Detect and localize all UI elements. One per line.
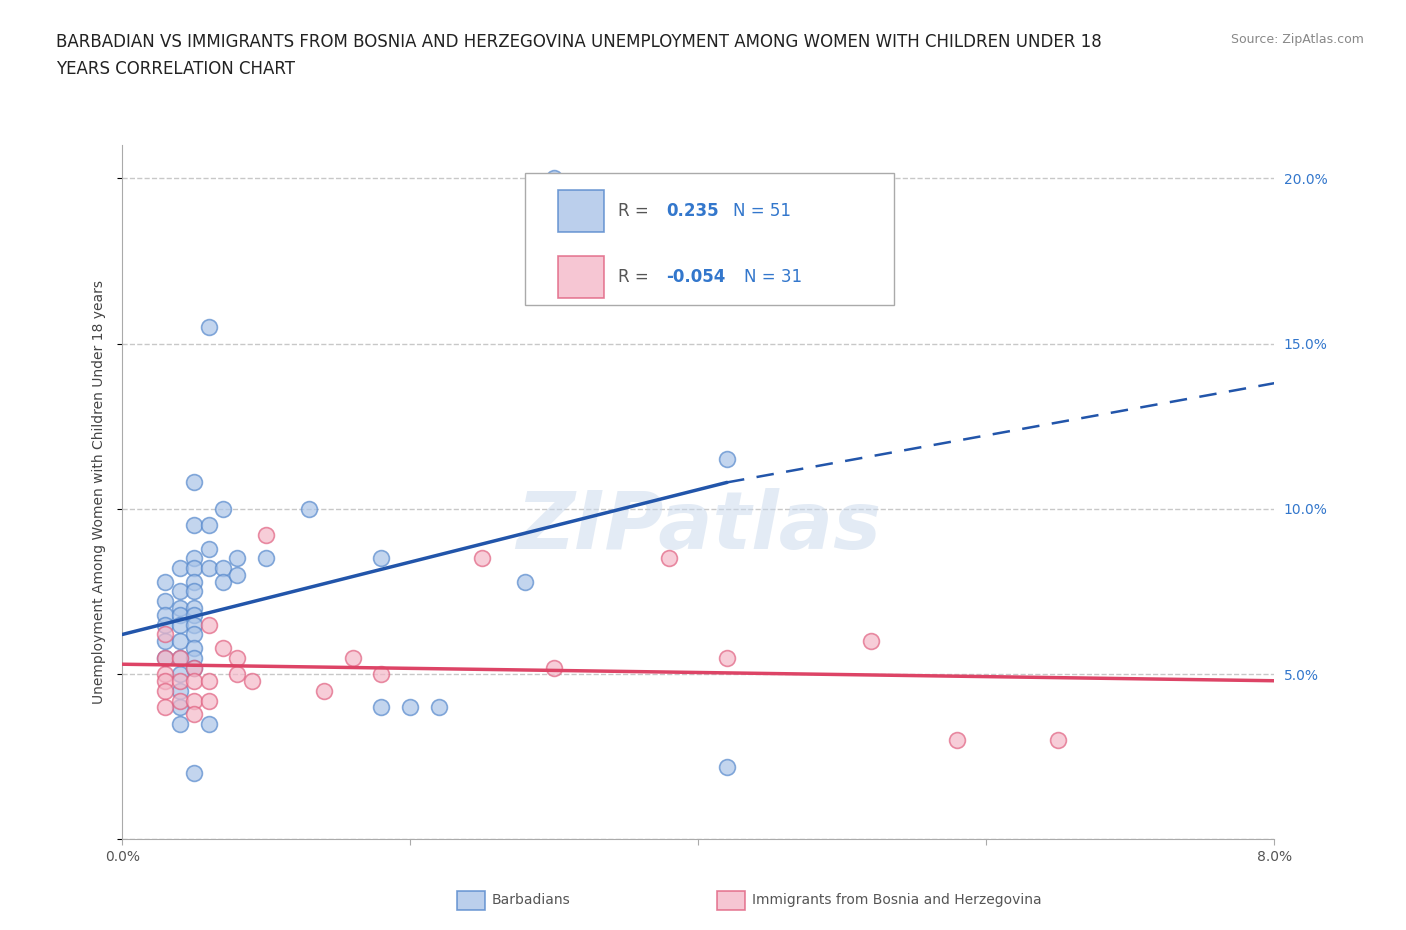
Point: [183, 607, 205, 622]
Text: BARBADIAN VS IMMIGRANTS FROM BOSNIA AND HERZEGOVINA UNEMPLOYMENT AMONG WOMEN WIT: BARBADIAN VS IMMIGRANTS FROM BOSNIA AND …: [56, 33, 1102, 50]
Point: [183, 618, 205, 632]
Text: 0.235: 0.235: [666, 202, 718, 220]
Point: [169, 561, 191, 576]
Point: [183, 766, 205, 781]
Point: [183, 650, 205, 665]
Point: [183, 551, 205, 565]
Point: [399, 699, 422, 714]
Point: [716, 759, 738, 774]
Point: [155, 618, 177, 632]
Point: [197, 518, 219, 533]
Point: [197, 541, 219, 556]
Point: [155, 627, 177, 642]
Point: [183, 660, 205, 675]
Point: [169, 693, 191, 708]
Point: [226, 650, 249, 665]
Point: [183, 707, 205, 722]
Point: [183, 693, 205, 708]
Point: [197, 618, 219, 632]
FancyBboxPatch shape: [558, 257, 603, 298]
Point: [312, 684, 335, 698]
Point: [342, 650, 364, 665]
Point: [155, 699, 177, 714]
Point: [169, 650, 191, 665]
Text: N = 51: N = 51: [733, 202, 790, 220]
Point: [169, 607, 191, 622]
Point: [197, 320, 219, 335]
Point: [183, 561, 205, 576]
Point: [155, 574, 177, 589]
Point: [155, 650, 177, 665]
Point: [197, 693, 219, 708]
Y-axis label: Unemployment Among Women with Children Under 18 years: Unemployment Among Women with Children U…: [93, 280, 107, 704]
Point: [169, 618, 191, 632]
Point: [859, 633, 882, 648]
Point: [155, 673, 177, 688]
Point: [169, 667, 191, 682]
Point: [169, 673, 191, 688]
Point: [155, 633, 177, 648]
FancyBboxPatch shape: [558, 191, 603, 232]
Point: [155, 667, 177, 682]
Point: [169, 601, 191, 616]
Text: R =: R =: [617, 202, 654, 220]
Point: [155, 684, 177, 698]
Text: N = 31: N = 31: [744, 268, 803, 286]
Point: [169, 650, 191, 665]
Point: [716, 452, 738, 467]
Text: Barbadians: Barbadians: [492, 893, 571, 908]
Point: [1047, 733, 1070, 748]
Point: [197, 716, 219, 731]
Text: -0.054: -0.054: [666, 268, 725, 286]
Point: [716, 650, 738, 665]
Point: [240, 673, 263, 688]
Point: [658, 551, 681, 565]
Point: [169, 633, 191, 648]
Text: ZIPatlas: ZIPatlas: [516, 488, 880, 566]
Point: [197, 561, 219, 576]
Text: Immigrants from Bosnia and Herzegovina: Immigrants from Bosnia and Herzegovina: [752, 893, 1042, 908]
Point: [183, 627, 205, 642]
Point: [169, 584, 191, 599]
Point: [183, 518, 205, 533]
Point: [370, 667, 392, 682]
Point: [212, 501, 235, 516]
Point: [471, 551, 494, 565]
Point: [370, 551, 392, 565]
Text: Source: ZipAtlas.com: Source: ZipAtlas.com: [1230, 33, 1364, 46]
Point: [226, 667, 249, 682]
Point: [543, 171, 565, 186]
Point: [183, 574, 205, 589]
Point: [169, 699, 191, 714]
Point: [298, 501, 321, 516]
Point: [370, 699, 392, 714]
Point: [427, 699, 450, 714]
Point: [212, 561, 235, 576]
Point: [254, 528, 277, 543]
Point: [155, 650, 177, 665]
Point: [515, 574, 537, 589]
Point: [226, 551, 249, 565]
Point: [169, 684, 191, 698]
Point: [183, 584, 205, 599]
Point: [226, 567, 249, 582]
Text: R =: R =: [617, 268, 654, 286]
FancyBboxPatch shape: [526, 173, 894, 305]
Point: [169, 716, 191, 731]
Point: [543, 660, 565, 675]
Point: [183, 475, 205, 490]
Point: [155, 607, 177, 622]
Point: [212, 574, 235, 589]
Point: [197, 673, 219, 688]
Point: [183, 601, 205, 616]
Point: [183, 640, 205, 655]
Text: YEARS CORRELATION CHART: YEARS CORRELATION CHART: [56, 60, 295, 78]
Point: [254, 551, 277, 565]
Point: [155, 594, 177, 609]
Point: [183, 673, 205, 688]
Point: [946, 733, 969, 748]
Point: [183, 660, 205, 675]
Point: [212, 640, 235, 655]
